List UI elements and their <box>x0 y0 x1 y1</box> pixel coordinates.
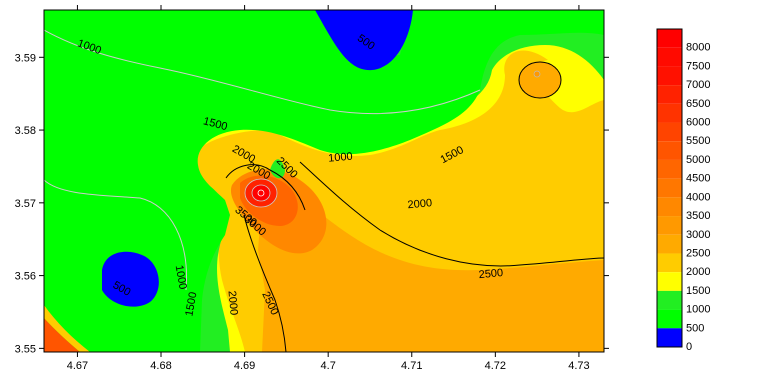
legend-swatch <box>657 234 682 254</box>
y-tick-label: 3.59 <box>15 52 36 64</box>
legend-swatch <box>657 85 682 104</box>
legend-swatch <box>657 216 682 235</box>
x-tick-label: 4.67 <box>67 360 88 372</box>
legend-swatch <box>657 122 682 142</box>
legend-label: 500 <box>686 322 704 334</box>
contour-line-2000 <box>243 214 287 352</box>
contour-line-2500 <box>299 161 604 267</box>
contour-label: 2500 <box>478 267 503 281</box>
legend-swatch <box>657 47 682 67</box>
x-axis: 4.67 4.68 4.69 4.7 4.71 4.72 4.73 <box>67 5 590 372</box>
legend-label: 8000 <box>686 42 710 54</box>
y-tick-label: 3.56 <box>15 271 36 283</box>
contour-label: 1000 <box>173 264 189 290</box>
contour-label: 2000 <box>225 290 239 315</box>
contour-corner-lower-left <box>44 318 80 352</box>
contour-label: 2000 <box>407 197 432 211</box>
x-tick-label: 4.72 <box>485 360 506 372</box>
contour-label: 1500 <box>183 291 199 317</box>
y-tick-label: 3.57 <box>15 198 36 210</box>
legend-label: 4000 <box>686 191 710 203</box>
legend-swatch <box>657 29 682 48</box>
contour-hotspot-upper-right <box>518 61 562 99</box>
y-tick-label: 3.58 <box>15 125 36 137</box>
x-tick-label: 4.7 <box>321 360 336 372</box>
legend-label: 2000 <box>686 266 710 278</box>
legend-swatch <box>657 141 682 160</box>
x-tick-label: 4.71 <box>401 360 422 372</box>
contour-band-0-top <box>315 10 413 71</box>
legend-label: 2500 <box>686 247 710 259</box>
legend-label: 5500 <box>686 135 710 147</box>
legend-label: 7500 <box>686 60 710 72</box>
legend-swatch <box>657 309 682 329</box>
legend-swatch <box>657 272 682 291</box>
legend-swatch <box>657 103 682 123</box>
color-legend: 0 500 1000 1500 2000 2500 3000 3500 4000 4500 5000… <box>656 28 710 353</box>
legend-swatch <box>657 159 682 179</box>
legend-label: 4500 <box>686 173 710 185</box>
x-tick-label: 4.68 <box>150 360 171 372</box>
legend-swatch <box>657 253 682 273</box>
y-tick-label: 3.55 <box>15 343 36 355</box>
contour-band-0-left <box>102 251 159 307</box>
legend-label: 3000 <box>686 229 710 241</box>
legend-label: 6000 <box>686 117 710 129</box>
legend-swatch <box>657 328 682 347</box>
legend-label: 1000 <box>686 304 710 316</box>
legend-swatch <box>657 66 682 86</box>
legend-label: 6500 <box>686 98 710 110</box>
legend-label: 7000 <box>686 79 710 91</box>
legend-swatch <box>657 178 682 198</box>
legend-swatch <box>657 290 682 310</box>
legend-swatch <box>657 197 682 217</box>
legend-label: 3500 <box>686 210 710 222</box>
x-tick-label: 4.69 <box>234 360 255 372</box>
contour-line-1000 <box>44 29 481 115</box>
y-axis: 3.55 3.56 3.57 3.58 3.59 <box>15 52 609 355</box>
contour-fill-layer <box>44 10 604 352</box>
x-tick-label: 4.73 <box>568 360 589 372</box>
legend-label: 5000 <box>686 154 710 166</box>
plot-area-border <box>43 9 605 353</box>
legend-label: 0 <box>686 341 692 353</box>
contour-label: 1000 <box>328 151 353 165</box>
legend-border <box>656 28 683 348</box>
legend-label: 1500 <box>686 285 710 297</box>
